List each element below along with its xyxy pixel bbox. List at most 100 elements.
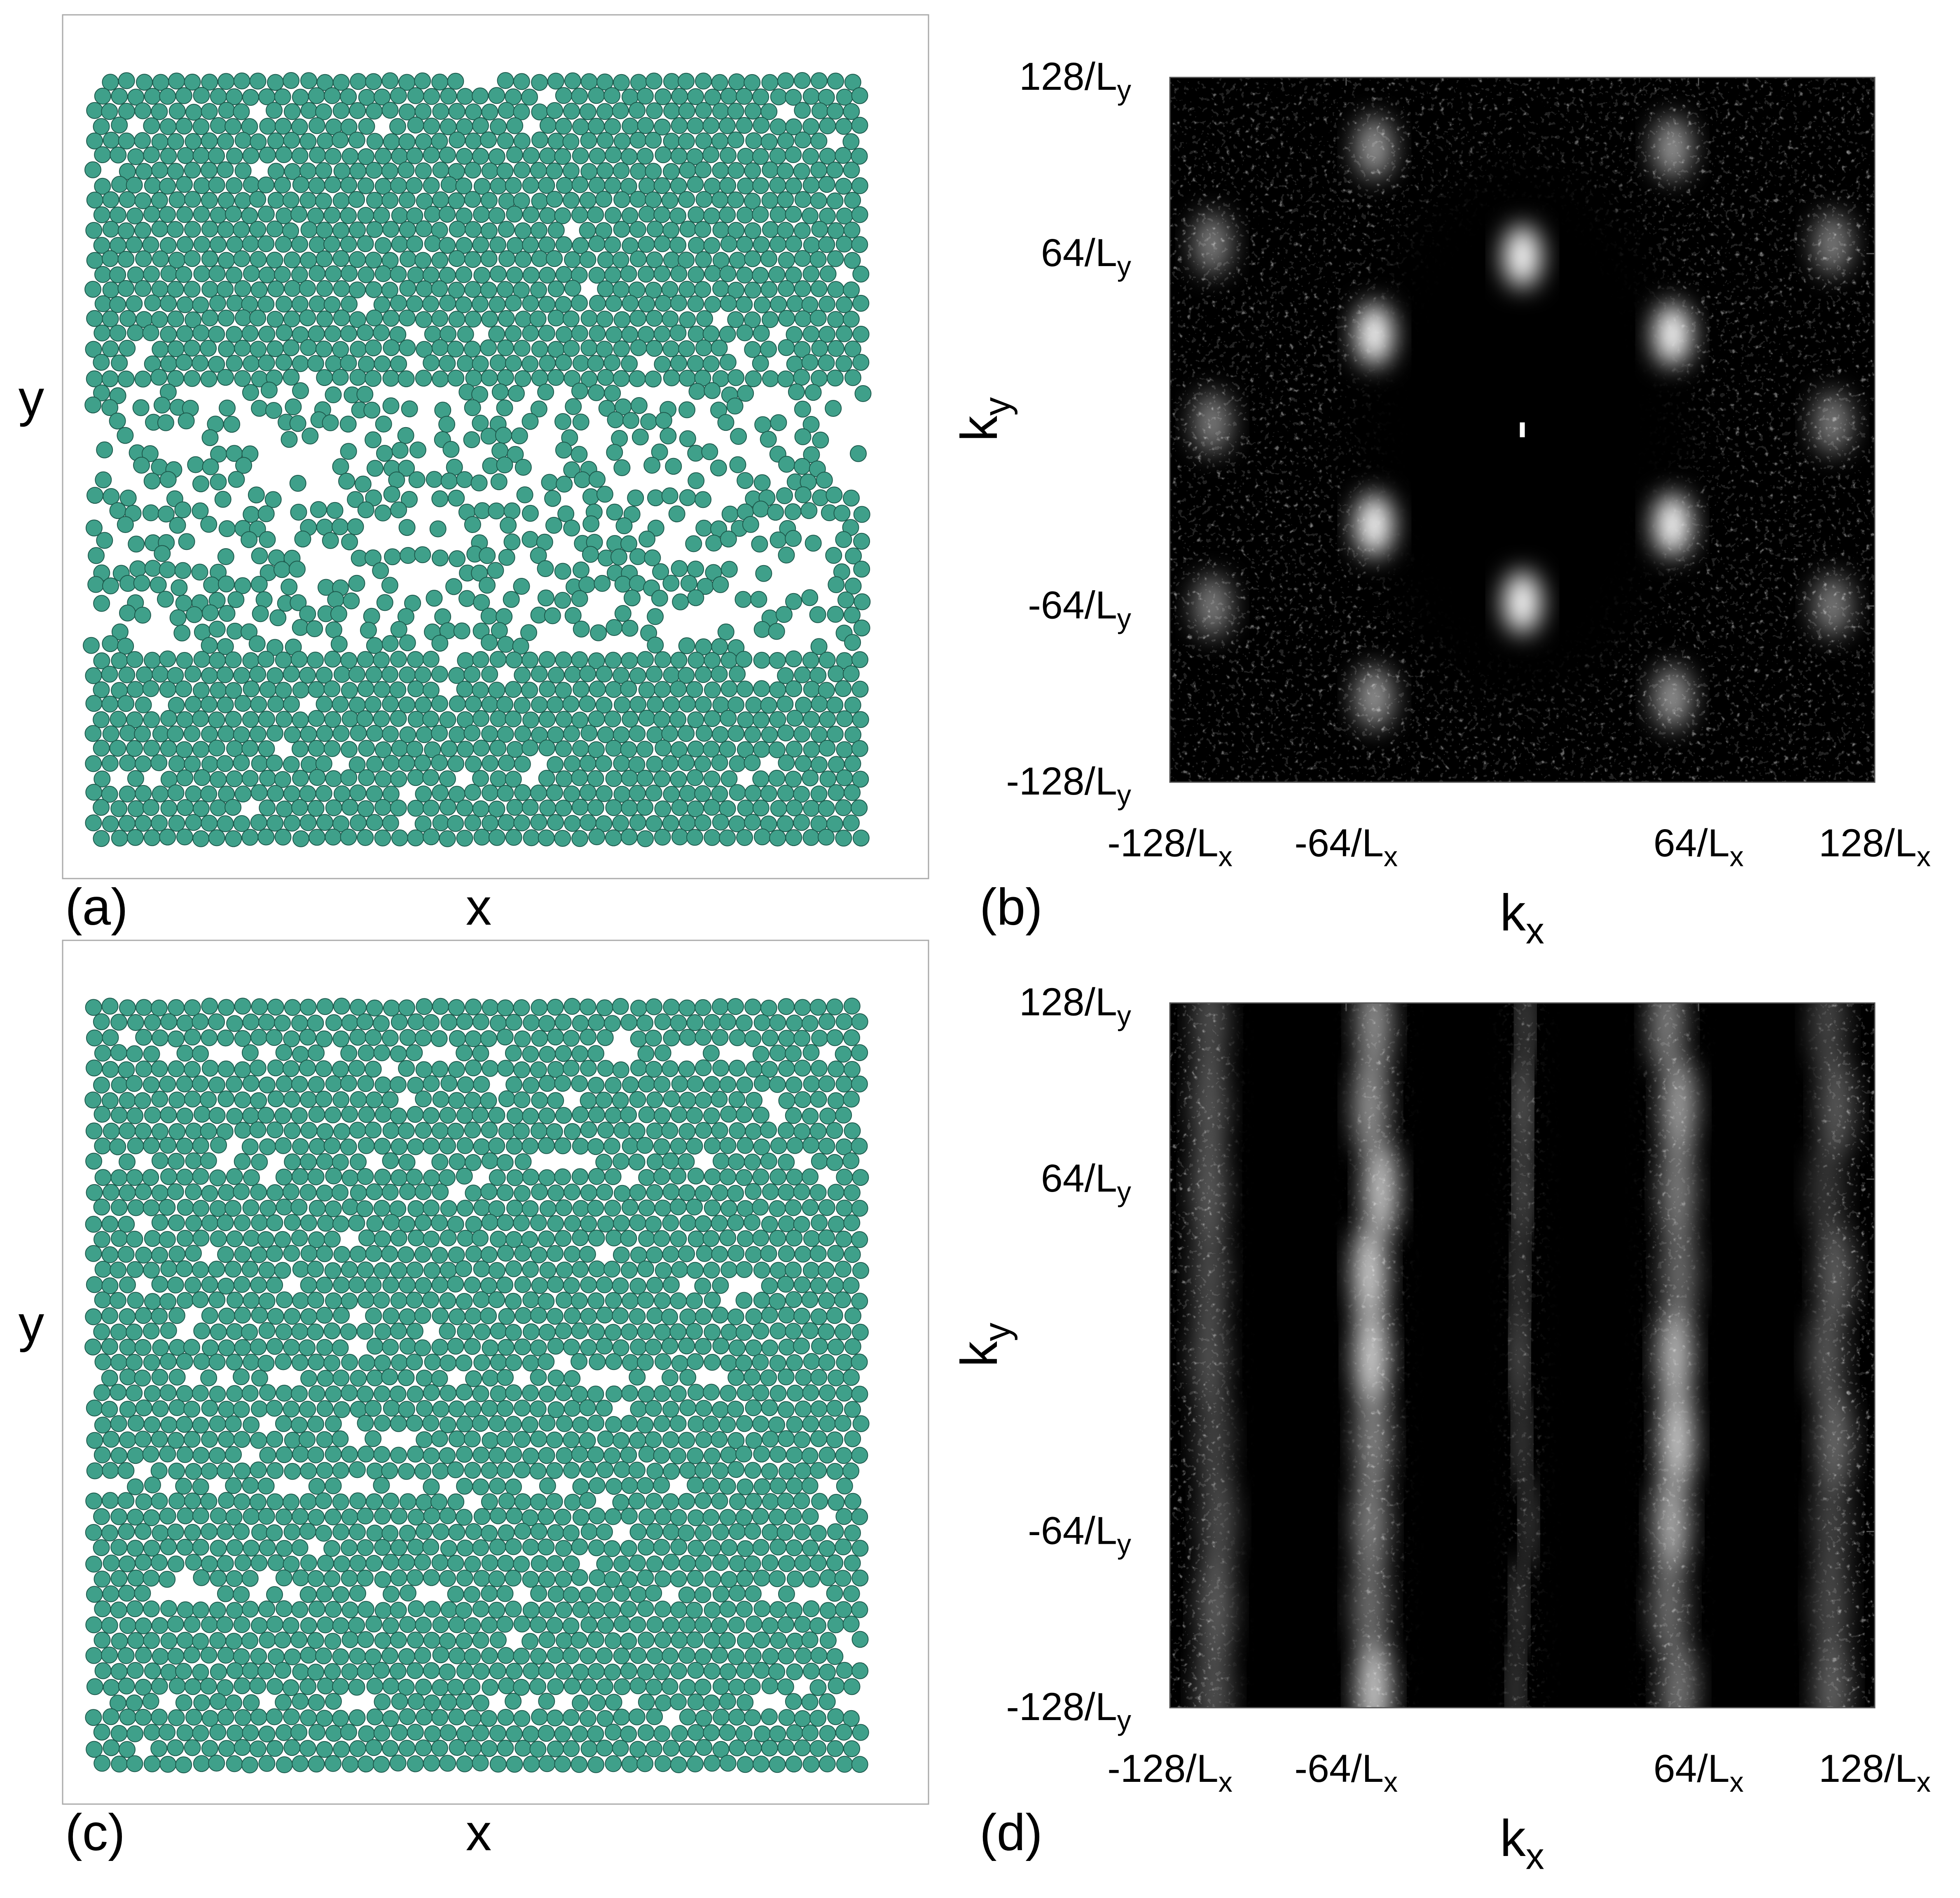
particle bbox=[456, 1509, 473, 1526]
particle bbox=[266, 252, 283, 269]
particle bbox=[360, 622, 377, 639]
particle bbox=[250, 1648, 267, 1665]
particle bbox=[752, 1045, 769, 1063]
particle bbox=[407, 87, 424, 104]
particle bbox=[563, 1338, 580, 1356]
particle bbox=[703, 1076, 720, 1093]
particle bbox=[563, 519, 580, 537]
particle bbox=[439, 1169, 456, 1186]
particle bbox=[143, 1137, 160, 1154]
particle bbox=[118, 1523, 135, 1540]
particle bbox=[801, 1693, 819, 1711]
particle bbox=[727, 1461, 745, 1478]
particle bbox=[276, 1756, 293, 1773]
particle bbox=[255, 591, 273, 608]
particle bbox=[366, 460, 384, 477]
particle bbox=[636, 799, 654, 816]
particle bbox=[101, 1338, 118, 1355]
particle bbox=[522, 206, 540, 223]
particle bbox=[629, 1523, 647, 1540]
particle bbox=[687, 444, 704, 462]
particle bbox=[142, 1692, 159, 1710]
particle bbox=[694, 221, 711, 238]
particle bbox=[259, 1384, 276, 1401]
particle bbox=[679, 1092, 696, 1109]
particle bbox=[537, 560, 554, 577]
particle bbox=[505, 295, 522, 312]
particle bbox=[374, 265, 392, 282]
particle bbox=[391, 1013, 408, 1031]
particle bbox=[695, 1710, 712, 1727]
particle bbox=[85, 755, 102, 772]
particle bbox=[629, 725, 646, 742]
particle bbox=[753, 474, 771, 491]
particle bbox=[291, 1168, 309, 1185]
particle bbox=[539, 1262, 557, 1279]
bright-streak bbox=[1818, 1390, 1851, 1489]
particle bbox=[283, 756, 300, 773]
particle bbox=[424, 206, 441, 223]
particle bbox=[414, 72, 431, 89]
particle bbox=[184, 1524, 201, 1541]
particle bbox=[126, 1353, 143, 1371]
particle bbox=[94, 1571, 111, 1588]
particle bbox=[645, 1431, 662, 1448]
particle bbox=[794, 666, 811, 683]
particle bbox=[775, 606, 793, 623]
particle bbox=[728, 1091, 746, 1108]
particle bbox=[316, 1185, 333, 1201]
particle bbox=[679, 1028, 697, 1046]
particle bbox=[588, 177, 606, 194]
particle bbox=[506, 799, 524, 816]
particle bbox=[769, 1725, 786, 1743]
particle bbox=[793, 1183, 810, 1201]
particle bbox=[126, 1384, 143, 1402]
particle bbox=[769, 1601, 786, 1618]
particle bbox=[769, 1076, 786, 1093]
particle bbox=[719, 800, 736, 817]
particle bbox=[777, 222, 794, 239]
particle bbox=[422, 1291, 440, 1309]
particle bbox=[381, 577, 398, 594]
particle bbox=[415, 1277, 432, 1294]
particle bbox=[226, 1539, 243, 1556]
bright-streak bbox=[1510, 1640, 1522, 1708]
particle bbox=[177, 1601, 194, 1618]
particle bbox=[489, 1755, 507, 1773]
particle bbox=[86, 1184, 103, 1201]
particle bbox=[480, 339, 497, 356]
particle bbox=[802, 1108, 819, 1125]
x-tick-label-sub: x bbox=[1384, 1767, 1398, 1798]
particle bbox=[580, 1616, 598, 1633]
particle bbox=[571, 711, 589, 729]
particle bbox=[127, 1508, 144, 1526]
particle bbox=[173, 624, 191, 642]
particle bbox=[185, 814, 202, 831]
particle bbox=[827, 1708, 844, 1725]
particle bbox=[292, 355, 309, 372]
particle bbox=[728, 73, 745, 91]
particle bbox=[160, 1416, 178, 1433]
particle bbox=[564, 280, 581, 297]
particle bbox=[794, 1554, 812, 1572]
particle bbox=[373, 1044, 391, 1061]
particle bbox=[250, 281, 268, 299]
x-tick-label: 128/Lx bbox=[1819, 821, 1931, 872]
particle bbox=[300, 339, 317, 356]
particle bbox=[653, 265, 671, 283]
particle bbox=[529, 1678, 547, 1695]
particle bbox=[842, 1277, 860, 1294]
particle bbox=[471, 564, 488, 582]
particle bbox=[208, 325, 225, 343]
particle bbox=[752, 1323, 769, 1340]
particle bbox=[119, 1555, 136, 1573]
particle bbox=[282, 1060, 299, 1077]
particle bbox=[711, 133, 729, 150]
particle bbox=[290, 594, 307, 611]
particle bbox=[562, 695, 580, 713]
particle bbox=[358, 148, 375, 165]
particle bbox=[316, 1339, 333, 1356]
particle bbox=[744, 281, 761, 299]
y-tick-label-main: -128/L bbox=[1006, 760, 1117, 803]
particle bbox=[102, 250, 119, 267]
